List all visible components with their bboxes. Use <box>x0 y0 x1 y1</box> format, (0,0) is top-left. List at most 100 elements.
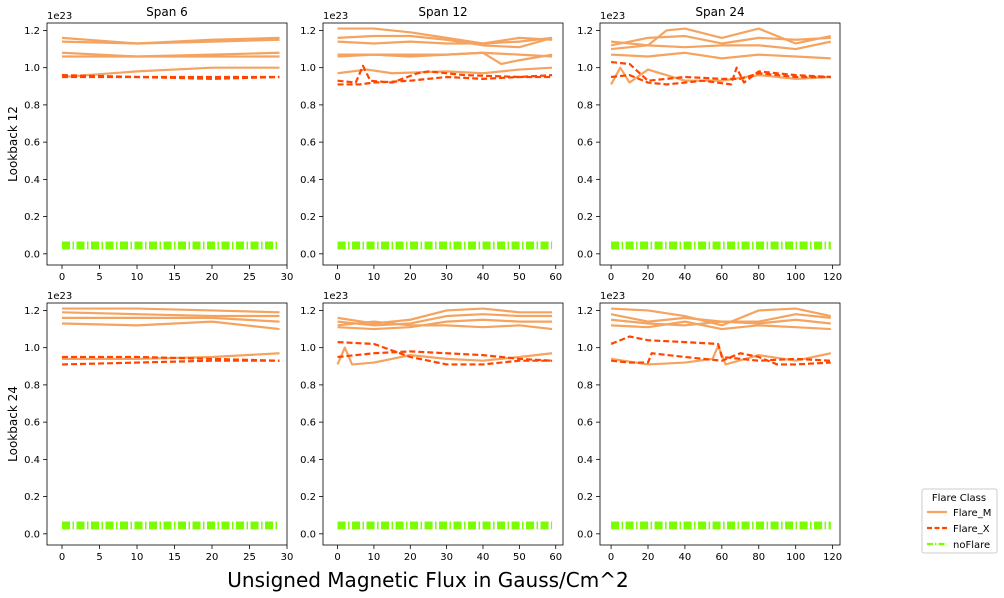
panel-r1-c1-series-flare-m-4 <box>336 346 553 366</box>
panel-r1-c0-series-flare-x-6 <box>61 359 280 366</box>
panel-r1-c0-series-flare-m-1 <box>61 311 280 318</box>
panel-r1-c0-series-flare-m-0 <box>62 307 280 314</box>
panel-r0-c0-xtick-label-30: 30 <box>281 272 294 283</box>
panel-r1-c1-ytick-label-1.2: 1.2 <box>300 306 316 317</box>
panel-r0-c2-xtick-label-80: 80 <box>752 272 765 283</box>
panel-r0-c1-ytick-label-1: 1.0 <box>300 63 316 74</box>
panel-r1-c0-xtick-label-10: 10 <box>131 552 144 563</box>
panel-r1-c1-ytick-label-0.8: 0.8 <box>300 380 316 391</box>
panel-r1-c1-y-exponent: 1e23 <box>323 291 348 302</box>
figure-x-label: Unsigned Magnetic Flux in Gauss/Cm^2 <box>227 568 628 592</box>
panel-r1-c0-series <box>61 307 280 530</box>
panel-r1-c2-ytick-label-0.4: 0.4 <box>577 455 593 466</box>
panel-r1-c1-ytick-label-0: 0.0 <box>300 529 316 540</box>
panel-r0-c2-series-flare-x-6 <box>610 66 831 86</box>
panel-r0-c1-xtick-label-10: 10 <box>368 272 381 283</box>
panel-r1-c2-y-exponent: 1e23 <box>600 291 625 302</box>
panel-r1-c1-plot-area <box>323 303 563 545</box>
panel-r0-c1-ytick-label-1.2: 1.2 <box>300 26 316 37</box>
panel-r1-c0-xtick-label-15: 15 <box>168 552 181 563</box>
panel-r0-c1-series-flare-x-6 <box>337 64 553 84</box>
panel-r0-c1-series-flare-x-7 <box>337 75 553 86</box>
panel-r1-c1-xtick-label-60: 60 <box>549 552 562 563</box>
panel-r1-c2-plot-area <box>600 303 840 545</box>
panel-r0-c1-series-flare-m-1 <box>337 34 553 49</box>
panel-r0-c2-ytick-label-1.2: 1.2 <box>577 26 593 37</box>
panel-r1-c2-ytick-label-1.2: 1.2 <box>577 306 593 317</box>
legend: Flare Class Flare_M Flare_X noFlare <box>921 488 998 554</box>
panel-r1-c0-ytick-label-0.2: 0.2 <box>24 492 40 503</box>
panel-r1-c0-xtick-label-5: 5 <box>96 552 102 563</box>
panel-r0-c2-ytick-label-1: 1.0 <box>577 63 593 74</box>
panel-r0-c1-ytick-label-0.8: 0.8 <box>300 100 316 111</box>
panel-r1-c1-xtick-label-40: 40 <box>477 552 490 563</box>
panel-r1-c2-series-flare-m-0 <box>611 307 831 327</box>
panel-r0-c0-ytick-label-0.8: 0.8 <box>24 100 40 111</box>
panel-r1-c0-plot-area <box>47 303 287 545</box>
panel-r0-c2-series-flare-m-2 <box>610 40 831 51</box>
panel-r1-c2-xtick-label-120: 120 <box>823 552 842 563</box>
panel-r0-c2-xtick-label-100: 100 <box>786 272 805 283</box>
panel-r0-c0-plot-area <box>47 23 287 265</box>
panel-r1-c2-xtick-label-60: 60 <box>715 552 728 563</box>
panel-r0-c0-y-exponent: 1e23 <box>47 11 72 22</box>
panel-r0-c2-plot-area <box>600 23 840 265</box>
legend-label-flare-m: Flare_M <box>953 508 991 519</box>
panel-r1-c1-series-flare-x-5 <box>337 340 553 366</box>
panel-r1-c0-xtick-label-30: 30 <box>281 552 294 563</box>
legend-title: Flare Class <box>932 493 986 504</box>
panel-r1-c0-y-exponent: 1e23 <box>47 291 72 302</box>
panel-r0-c1-series-flare-m-5 <box>337 66 553 75</box>
panel-r1-c0-xtick-label-25: 25 <box>243 552 256 563</box>
panel-r1-c0-series-flare-m-3 <box>61 320 280 331</box>
panel-r0-c2-series <box>610 27 831 250</box>
panel-r1-c0-ytick-label-0: 0.0 <box>24 529 40 540</box>
panel-r0-c0-xtick-label-5: 5 <box>96 272 102 283</box>
panel-r0-c2-xtick-label-60: 60 <box>715 272 728 283</box>
panel-r0-c0-xtick-label-20: 20 <box>206 272 219 283</box>
panel-r0-c2-xtick-label-20: 20 <box>642 272 655 283</box>
panel-r1-c1-xtick-label-30: 30 <box>440 552 453 563</box>
subplot-grid: 0 5 10 15 20 25 30 0.0 0.2 0.4 0.6 0.8 1.0 1.2 1e23 Spa… <box>24 5 842 563</box>
panel-r1-c0-ytick-label-1.2: 1.2 <box>24 306 40 317</box>
panel-r0-c2-xtick-label-40: 40 <box>679 272 692 283</box>
panel-r0-c2-xtick-label-120: 120 <box>823 272 842 283</box>
panel-r0-c1-series-flare-m-4 <box>337 51 553 66</box>
panel-r0-c2-frame <box>599 22 841 266</box>
panel-r0-c0-series <box>61 36 280 250</box>
panel-r0-c1-xtick-label-50: 50 <box>513 272 526 283</box>
panel-r1-c0-ytick-label-0.6: 0.6 <box>24 418 40 429</box>
panel-r0-c0: 0 5 10 15 20 25 30 0.0 0.2 0.4 0.6 0.8 1.0 1.2 1e23 Spa… <box>24 5 293 283</box>
panel-r1-c2-xtick-label-80: 80 <box>752 552 765 563</box>
panel-r0-c0-ytick-label-0.2: 0.2 <box>24 212 40 223</box>
panel-r0-c2-ytick-label-0.8: 0.8 <box>577 100 593 111</box>
panel-r1-c0: 0 5 10 15 20 25 30 0.0 0.2 0.4 0.6 0.8 1.0 1.2 1e23 <box>24 291 293 563</box>
panel-r1-c0-ytick-label-0.4: 0.4 <box>24 455 40 466</box>
panel-r1-c2-series-flare-m-3 <box>611 320 831 331</box>
panel-r1-c1: 0 10 20 30 40 50 60 0.0 0.2 0.4 0.6 0.8 1.0 1.2 1e23 <box>300 291 564 563</box>
panel-r0-c0-xtick-label-15: 15 <box>168 272 181 283</box>
panel-r1-c1-xtick-label-0: 0 <box>334 552 340 563</box>
legend-box <box>921 488 998 554</box>
panel-r1-c2: 0 20 40 60 80 100 120 0.0 0.2 0.4 0.6 0.8 1.0 1.2 1e23 <box>577 291 842 563</box>
panel-r0-c1-ytick-label-0.4: 0.4 <box>300 175 316 186</box>
panel-r0-c0-ytick-label-1: 1.0 <box>24 63 40 74</box>
panel-r1-c2-series <box>610 307 831 530</box>
panel-r0-c0-xtick-label-10: 10 <box>131 272 144 283</box>
panel-r0-c0-series-flare-x-6 <box>62 75 280 80</box>
panel-r0-c1-xtick-label-40: 40 <box>477 272 490 283</box>
panel-r0-c2-ytick-label-0.6: 0.6 <box>577 138 593 149</box>
panel-r1-c1-xtick-label-20: 20 <box>404 552 417 563</box>
panel-r0-c1-series-flare-m-0 <box>337 27 553 45</box>
panel-r1-c2-xtick-label-40: 40 <box>679 552 692 563</box>
panel-r0-c2-y-exponent: 1e23 <box>600 11 625 22</box>
panel-r0-c2: 0 20 40 60 80 100 120 0.0 0.2 0.4 0.6 0.8 1.0 1.2 1e23… <box>577 5 842 283</box>
panel-r1-c2-xtick-label-20: 20 <box>642 552 655 563</box>
panel-r1-c1-ytick-label-1: 1.0 <box>300 343 316 354</box>
panel-r1-c1-ytick-label-0.6: 0.6 <box>300 418 316 429</box>
legend-label-noflare: noFlare <box>953 540 990 551</box>
panel-r0-c0-series-flare-m-4 <box>61 66 280 79</box>
panel-r0-c2-xtick-label-0: 0 <box>608 272 614 283</box>
panel-r1-c1-series-flare-m-0 <box>337 307 553 325</box>
